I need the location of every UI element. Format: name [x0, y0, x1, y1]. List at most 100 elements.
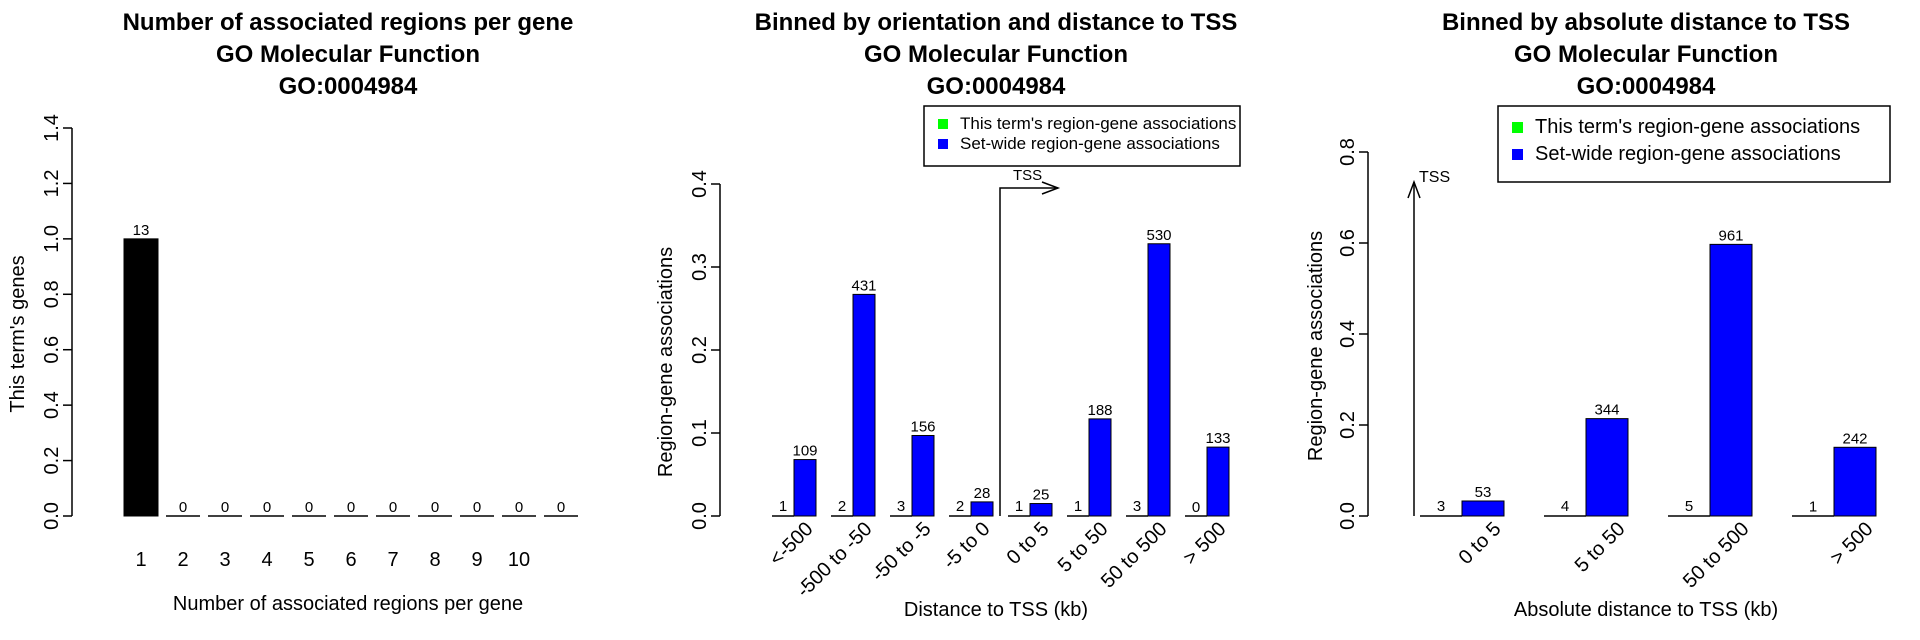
chart-1-data-label: 0 [305, 499, 313, 516]
chart-3-data-label: 961 [1718, 227, 1743, 244]
chart-2-data-label: 109 [792, 443, 817, 460]
chart-3-legend-swatch [1512, 149, 1523, 160]
chart-1-data-label: 0 [389, 499, 397, 516]
chart-2-xtick-label: <-500 [765, 518, 817, 570]
chart-2-xtick-label: 50 to 500 [1097, 518, 1172, 593]
chart-3-data-label: 53 [1475, 484, 1492, 501]
chart-1-y-axis-label: This term's genes [7, 255, 29, 412]
chart-2-bar-setwide [911, 434, 935, 517]
chart-1-ytick-label: 1.4 [41, 114, 63, 142]
chart-1-xtick-label: 3 [219, 549, 230, 571]
chart-2-data-label: 3 [897, 498, 905, 515]
chart-3-ytick-label: 0.4 [1337, 320, 1359, 348]
chart-2-bar-setwide [793, 459, 817, 517]
chart-3-x-axis-label: Absolute distance to TSS (kb) [1514, 599, 1778, 621]
chart-2-xtick-label: 0 to 5 [1003, 518, 1054, 569]
chart-1-ytick-label: 0.6 [41, 336, 63, 364]
chart-2-legend-swatch [938, 139, 948, 149]
chart-3-bar-setwide [1461, 500, 1505, 517]
chart-2-data-label: 3 [1133, 498, 1141, 515]
chart-3-data-label: 1 [1809, 499, 1817, 516]
chart-1-data-label: 0 [221, 499, 229, 516]
chart-2-data-label: 1 [1074, 498, 1082, 515]
chart-3-bar-setwide [1709, 243, 1753, 517]
chart-3-bars: 3 53 0 to 5 4 344 5 to 50 5 961 50 to 500 1 242 > 5… [1420, 227, 1878, 593]
chart-3-legend-label: Set-wide region-gene associations [1535, 143, 1841, 165]
chart-3-data-label: 3 [1437, 498, 1445, 515]
chart-2-xtick-label: 5 to 50 [1054, 518, 1113, 577]
chart-1-ytick-label: 0.8 [41, 280, 63, 308]
chart-1-xtick-label: 1 [135, 549, 146, 571]
chart-1-xtick-label: 8 [429, 549, 440, 571]
chart-2-bar-setwide [852, 293, 876, 517]
chart-2-data-label: 133 [1205, 430, 1230, 447]
chart-1-title-line-2: GO Molecular Function [216, 41, 480, 68]
chart-1-title-line-1: Number of associated regions per gene [123, 9, 574, 36]
chart-2-legend: This term's region-gene associationsSet-… [923, 105, 1241, 167]
chart-3-bar-setwide [1833, 446, 1877, 517]
chart-2-legend-label: This term's region-gene associations [960, 114, 1236, 133]
chart-1-y-axis: 0.0 0.2 0.4 0.6 0.8 1.0 1.2 1.4 [41, 114, 73, 530]
chart-1-title-line-3: GO:0004984 [279, 73, 418, 100]
chart-3-ytick-label: 0.0 [1337, 502, 1359, 530]
chart-1-xtick-label: 4 [261, 549, 272, 571]
chart-1-ytick-label: 0.4 [41, 391, 63, 419]
chart-3-xtick-label: > 500 [1826, 518, 1877, 569]
chart-2-xtick-label: -5 to 0 [939, 518, 995, 574]
chart-1-data-label: 0 [347, 499, 355, 516]
chart-1-x-axis-label: Number of associated regions per gene [173, 593, 523, 615]
chart-2-tss-marker: TSS [999, 167, 1061, 516]
chart-3-data-label: 5 [1685, 498, 1693, 515]
chart-2-data-label: 1 [1015, 498, 1023, 515]
chart-2-data-label: 28 [974, 485, 991, 502]
chart-3-title-line-1: Binned by absolute distance to TSS [1442, 9, 1850, 36]
chart-3-data-label: 4 [1561, 498, 1569, 515]
chart-2-data-label: 156 [910, 418, 935, 435]
chart-1-data-label: 0 [515, 499, 523, 516]
chart-2-x-axis-label: Distance to TSS (kb) [904, 599, 1088, 621]
chart-2-legend-label: Set-wide region-gene associations [960, 134, 1220, 153]
chart-3-data-label: 242 [1842, 430, 1867, 447]
chart-2-ytick-label: 0.0 [689, 502, 711, 530]
chart-3-ytick-label: 0.8 [1337, 138, 1359, 166]
chart-3-tss-marker: TSS [1407, 169, 1450, 516]
chart-2-title-line-2: GO Molecular Function [864, 41, 1128, 68]
chart-3-title-line-3: GO:0004984 [1577, 73, 1716, 100]
chart-3-xtick-label: 0 to 5 [1455, 518, 1506, 569]
chart-1-ytick-label: 0.2 [41, 447, 63, 475]
chart-1-data-label: 13 [133, 222, 150, 239]
chart-3-y-axis: 0.0 0.2 0.4 0.6 0.8 [1337, 138, 1369, 530]
chart-2-ytick-label: 0.2 [689, 336, 711, 364]
chart-2-ytick-label: 0.3 [689, 253, 711, 281]
chart-2-xtick-label: -50 to -5 [867, 518, 935, 586]
chart-3-tss-label: TSS [1419, 169, 1450, 186]
chart-2-data-label: 2 [838, 498, 846, 515]
chart-3-data-label: 344 [1594, 402, 1619, 419]
chart-2-bar-setwide [1029, 503, 1053, 517]
chart-1-data-label: 0 [431, 499, 439, 516]
chart-3-ytick-label: 0.2 [1337, 411, 1359, 439]
chart-2-bar-setwide [1088, 418, 1112, 517]
chart-2-data-label: 431 [851, 277, 876, 294]
chart-2-title-line-1: Binned by orientation and distance to TS… [755, 9, 1238, 36]
chart-3-title-line-2: GO Molecular Function [1514, 41, 1778, 68]
chart-3-ytick-label: 0.6 [1337, 229, 1359, 257]
chart-3-xtick-label: 5 to 50 [1571, 518, 1630, 577]
chart-1-xtick-label: 9 [471, 549, 482, 571]
chart-1-data-label: 0 [179, 499, 187, 516]
chart-3-bar-setwide [1585, 418, 1629, 517]
chart-3-legend: This term's region-gene associations Set-… [1497, 105, 1891, 183]
chart-2-data-label: 1 [779, 498, 787, 515]
chart-1-data-label: 0 [473, 499, 481, 516]
chart-2-title-line-3: GO:0004984 [927, 73, 1066, 100]
chart-2-bar-setwide [1147, 243, 1171, 517]
chart-2-bar-setwide [1206, 446, 1230, 517]
chart-2-xtick-label: > 500 [1179, 518, 1230, 569]
chart-2-tss-label: TSS [1013, 167, 1042, 184]
chart-2-data-label: 530 [1146, 227, 1171, 244]
chart-3-y-axis-label: Region-gene associations [1305, 231, 1327, 461]
chart-1-xtick-label: 10 [508, 549, 530, 571]
